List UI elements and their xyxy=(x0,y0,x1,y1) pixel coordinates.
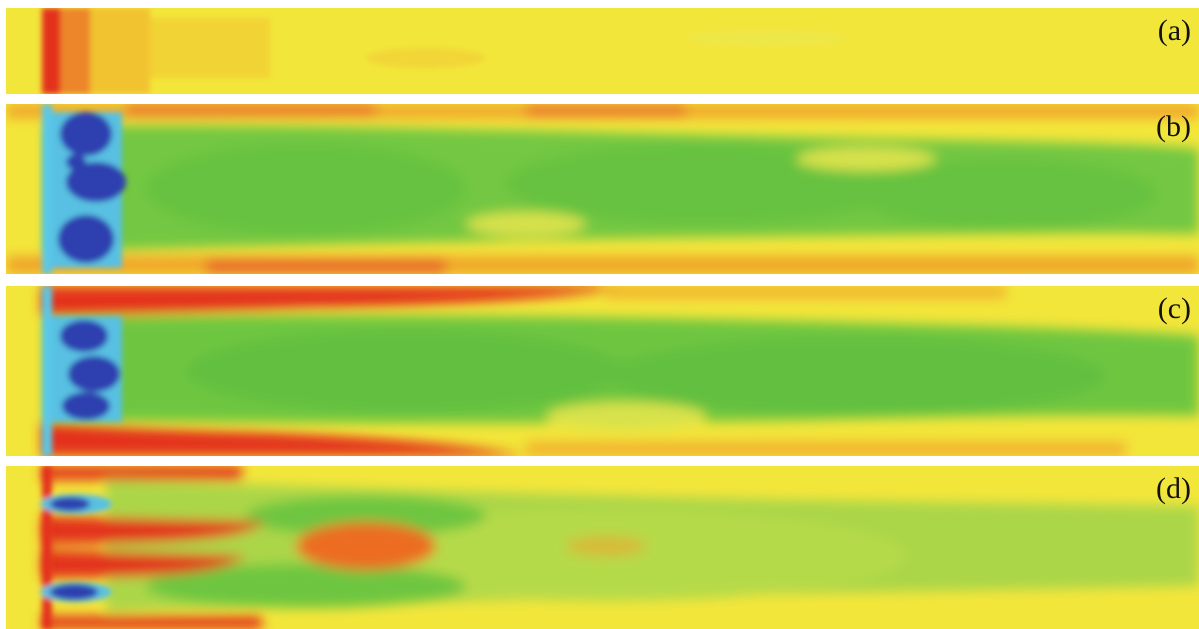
contour-field-a xyxy=(6,8,1199,94)
contour-field-b xyxy=(6,104,1199,274)
panel-label-a: (a) xyxy=(1157,14,1191,47)
contour-field-c xyxy=(6,286,1199,456)
panel-label-d: (d) xyxy=(1156,472,1191,505)
panel-label-c: (c) xyxy=(1157,292,1191,325)
field-panel-d: (d) xyxy=(6,466,1199,629)
field-panel-c: (c) xyxy=(6,286,1199,456)
field-panel-a: (a) xyxy=(6,8,1199,94)
panel-label-b: (b) xyxy=(1156,110,1191,143)
field-panel-b: (b) xyxy=(6,104,1199,274)
contour-field-d xyxy=(6,466,1199,629)
